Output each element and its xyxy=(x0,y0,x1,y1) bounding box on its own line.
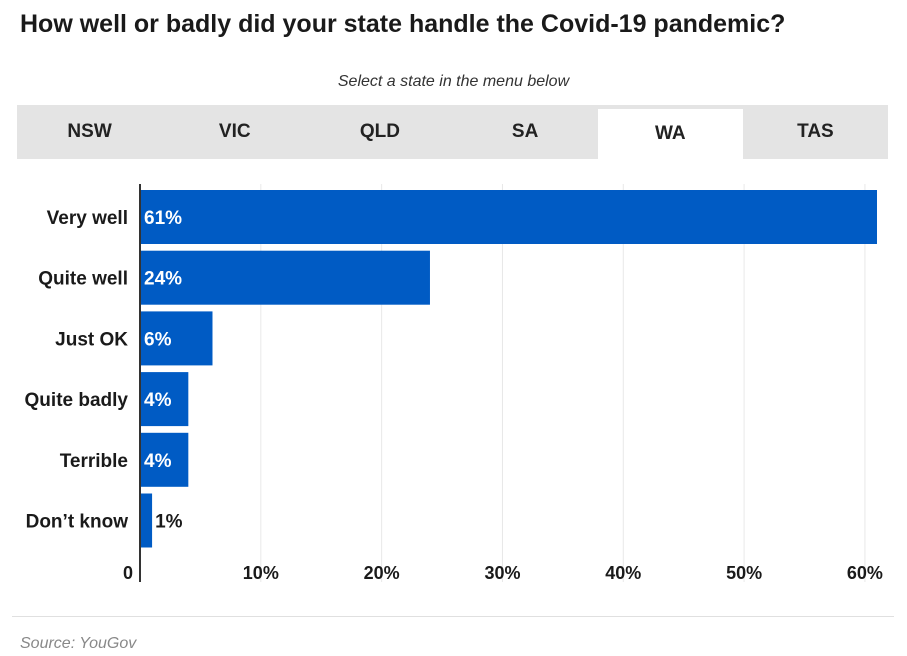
value-label: 1% xyxy=(155,512,183,533)
category-label: Quite badly xyxy=(25,390,129,411)
bar xyxy=(140,493,153,548)
tab-vic[interactable]: VIC xyxy=(218,121,251,142)
x-tick-label: 10% xyxy=(243,563,279,583)
tab-nsw[interactable]: NSW xyxy=(67,121,112,142)
tab-qld[interactable]: QLD xyxy=(359,121,400,142)
footer-divider xyxy=(12,616,894,617)
value-label: 24% xyxy=(144,269,182,290)
x-tick-label: 0 xyxy=(123,563,133,583)
tab-sa[interactable]: SA xyxy=(511,121,539,142)
bar-chart: Very well 61% Quite well 24% Just OK 6% Quite … xyxy=(25,184,883,583)
source-note: Source: YouGov xyxy=(20,635,137,652)
value-label: 61% xyxy=(144,208,182,229)
bar xyxy=(140,250,430,305)
category-label: Just OK xyxy=(55,329,128,350)
bar xyxy=(140,372,189,427)
category-label: Terrible xyxy=(60,451,128,472)
x-tick-label: 20% xyxy=(364,563,400,583)
value-label: 4% xyxy=(144,451,172,472)
value-label: 4% xyxy=(144,390,172,411)
category-label: Don’t know xyxy=(26,512,129,533)
state-tab-bar: NSW VIC QLD SA WA TAS xyxy=(17,105,888,159)
tab-wa[interactable]: WA xyxy=(597,109,743,159)
category-label: Very well xyxy=(47,208,128,229)
x-tick-label: 60% xyxy=(847,563,883,583)
value-label: 6% xyxy=(144,329,172,350)
tab-tas[interactable]: TAS xyxy=(797,121,834,142)
bar xyxy=(140,190,877,244)
x-tick-label: 50% xyxy=(726,563,762,583)
bar xyxy=(140,311,213,366)
x-tick-label: 40% xyxy=(605,563,641,583)
bar xyxy=(140,432,189,487)
category-label: Quite well xyxy=(38,269,128,290)
chart-title: How well or badly did your state handle … xyxy=(20,10,786,38)
chart-subtitle: Select a state in the menu below xyxy=(337,73,570,90)
x-tick-label: 30% xyxy=(484,563,520,583)
